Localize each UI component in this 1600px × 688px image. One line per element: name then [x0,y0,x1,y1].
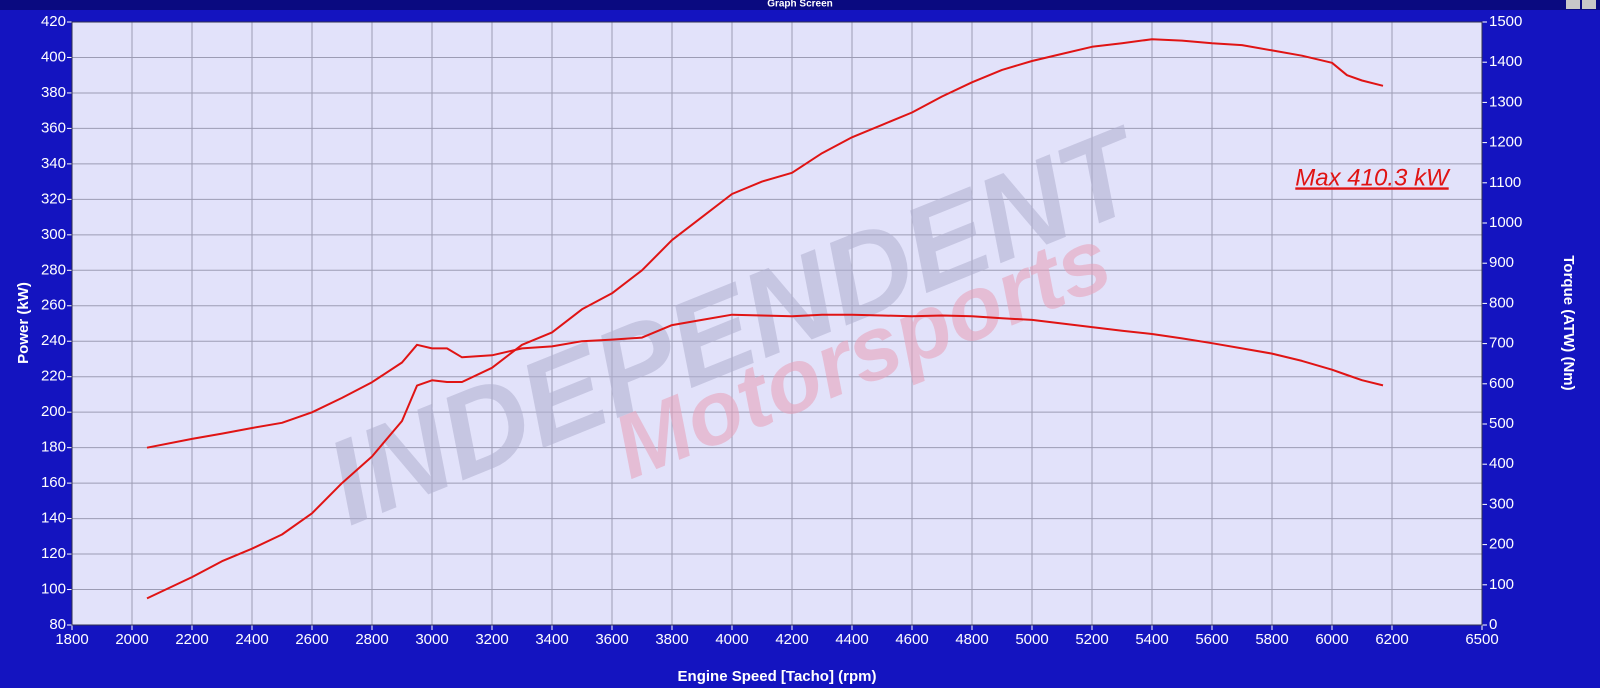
series-layer [146,38,1384,600]
y-tick-label: 220 [41,368,66,385]
x-tick-label: 3200 [475,631,508,648]
x-tick-label: 4000 [715,631,748,648]
x-tick-label: 6200 [1375,631,1408,648]
y2-tick-label: 0 [1489,616,1497,633]
x-tick-label: 2600 [295,631,328,648]
y2-tick-label: 1100 [1489,174,1521,191]
x-tick-label: 2400 [235,631,268,648]
x-tick-label: 4200 [775,631,808,648]
x-tick-label: 6000 [1315,631,1348,648]
y-tick-label: 300 [41,226,66,243]
y2-tick-label: 900 [1489,254,1514,271]
y2-tick-label: 200 [1489,536,1514,553]
y2-tick-label: 1500 [1489,13,1522,30]
series-line [146,38,1384,600]
y-tick-label: 380 [41,84,66,101]
y-axis-title: Power (kW) [15,282,32,364]
x-tick-label: 3400 [535,631,568,648]
x-tick-label: 5200 [1075,631,1108,648]
x-tick-label: 5000 [1015,631,1048,648]
y-tick-label: 140 [41,510,66,527]
x-tick-label: 5800 [1255,631,1288,648]
plot-area [72,22,1482,625]
y-tick-label: 200 [41,403,66,420]
y-tick-label: 420 [41,13,66,30]
y-tick-label: 160 [41,474,66,491]
y-tick-label: 400 [41,48,66,65]
y2-tick-label: 700 [1489,335,1514,352]
x-tick-label: 2800 [355,631,388,648]
x-tick-label: 3000 [415,631,448,648]
title-bar [0,0,1600,10]
series-line [146,313,1384,449]
y-tick-label: 320 [41,190,66,207]
y2-tick-label: 1200 [1489,134,1522,151]
x-tick-label: 2200 [175,631,208,648]
x-tick-label: 6500 [1465,631,1498,648]
y2-tick-label: 500 [1489,415,1514,432]
y2-tick-label: 1000 [1489,214,1522,231]
x-tick-label: 5400 [1135,631,1168,648]
y2-tick-label: 300 [1489,495,1514,512]
annotation: Max 410.3 kW [1295,164,1451,191]
y-tick-label: 360 [41,119,66,136]
y2-tick-label: 100 [1489,576,1514,593]
y2-axis-title: Torque (ATW) (Nm) [1560,255,1577,390]
x-tick-label: 1800 [55,631,88,648]
y-tick-label: 260 [41,297,66,314]
y-tick-label: 280 [41,261,66,278]
y2-tick-label: 400 [1489,455,1514,472]
x-tick-label: 4800 [955,631,988,648]
y2-tick-label: 600 [1489,375,1514,392]
close-button[interactable] [1582,0,1596,9]
x-tick-label: 2000 [115,631,148,648]
y2-tick-label: 800 [1489,294,1514,311]
y2-tick-label: 1300 [1489,93,1522,110]
x-tick-label: 5600 [1195,631,1228,648]
y-tick-label: 180 [41,439,66,456]
x-tick-label: 3800 [655,631,688,648]
plot-border [71,21,1483,626]
y2-tick-label: 1400 [1489,53,1522,70]
restore-button[interactable] [1566,0,1580,9]
y-tick-label: 240 [41,332,66,349]
y-tick-label: 340 [41,155,66,172]
y-tick-label: 100 [41,580,66,597]
x-tick-label: 4600 [895,631,928,648]
x-tick-label: 4400 [835,631,868,648]
x-axis-title: Engine Speed [Tacho] (rpm) [678,668,877,685]
y-tick-label: 80 [49,616,66,633]
y-tick-label: 120 [41,545,66,562]
x-tick-label: 3600 [595,631,628,648]
window-title: Graph Screen [767,0,833,10]
